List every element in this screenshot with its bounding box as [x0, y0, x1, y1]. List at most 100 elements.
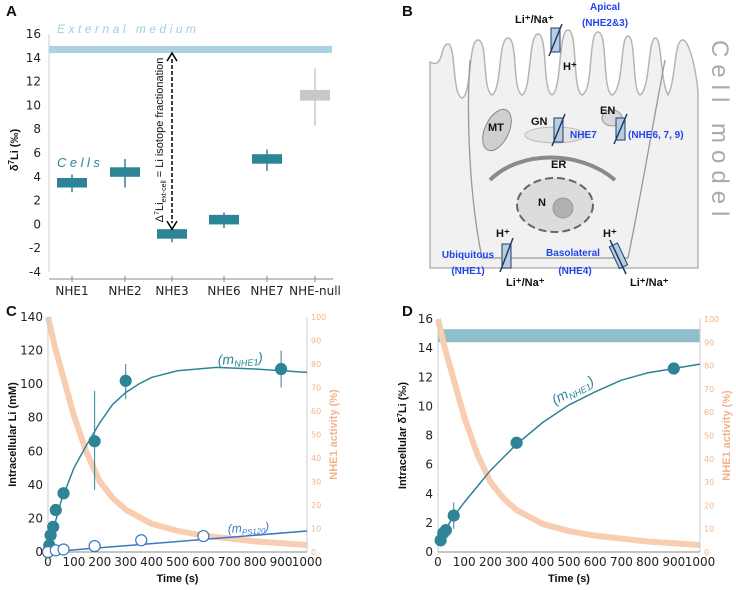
data-point-nhe1	[88, 435, 101, 448]
label-li-na-right: Li⁺/Na⁺	[630, 277, 669, 289]
data-point-nhe1	[275, 362, 288, 376]
y-tick-label: 16	[26, 27, 41, 41]
x-tick-label: 400	[140, 555, 163, 569]
y-tick-label: 12	[418, 370, 433, 384]
data-point-nhe1	[119, 374, 132, 387]
label-h-right: H⁺	[603, 228, 617, 240]
transporter-golgi-icon	[551, 113, 566, 147]
y-tick-label: 10	[418, 399, 433, 413]
y-axis-label: Intracellular δ7Li (‰)	[397, 382, 409, 489]
panel-label-d: D	[402, 303, 413, 320]
label-li-na-left: Li⁺/Na⁺	[506, 277, 545, 289]
x-tick-label: 200	[479, 555, 502, 569]
data-point-ps120	[88, 540, 101, 553]
panel-label-a: A	[6, 3, 17, 20]
y-right-tick-label: 90	[311, 337, 321, 346]
y-axis-label: Intracellular Li (mM)	[7, 382, 19, 487]
external-medium-label: External medium	[57, 22, 200, 36]
x-tick-label: 1000	[685, 555, 716, 569]
transporter-endosome-icon	[613, 113, 628, 145]
undefined: 7	[7, 159, 16, 164]
arrow-head-up-icon	[166, 51, 178, 62]
y-right-tick-label: 40	[311, 454, 321, 463]
x-tick-label: NHE7	[250, 284, 283, 298]
y-right-tick-label: 10	[704, 525, 714, 534]
label-ubiquitous-sub: (NHE1)	[451, 266, 484, 277]
transporter-apical-icon	[548, 23, 563, 57]
nhe1-activity-curve	[435, 318, 701, 549]
series-label-nhe1: (mNHE1)	[549, 372, 597, 409]
y-right-tick-label: 10	[311, 525, 321, 534]
y-tick-label: 4	[33, 170, 41, 184]
x-tick-label: NHE3	[155, 284, 188, 298]
fractionation-annotation: Δ7Liext-cell = Li isotope fractionation	[154, 58, 168, 223]
cell-background	[429, 29, 699, 269]
y-tick-label: 6	[425, 458, 433, 472]
undefined: )	[256, 349, 264, 365]
y-tick-label: 20	[28, 511, 43, 525]
x-tick-label: NHE1	[55, 284, 88, 298]
y-tick-label: 60	[28, 444, 43, 458]
x-tick-label: 300	[114, 555, 137, 569]
data-point-nhe1	[510, 436, 523, 449]
y-tick-label: 120	[20, 344, 43, 358]
label-nhe7: NHE7	[570, 130, 597, 141]
data-point-nhe1	[49, 503, 62, 517]
y-right-tick-label: 50	[704, 432, 714, 441]
y-tick-label: -4	[29, 265, 41, 279]
y-right-tick-label: 40	[704, 455, 714, 464]
box-nhe2	[110, 167, 140, 177]
y-axis-right-label: NHE1 activity (%)	[721, 390, 733, 481]
x-tick-label: 500	[558, 555, 581, 569]
y-tick-label: 2	[33, 194, 41, 208]
undefined: NHE1	[234, 357, 259, 369]
transporter-nhe1-icon	[499, 237, 514, 273]
label-n: N	[538, 197, 546, 209]
x-tick-label: 600	[192, 555, 215, 569]
undefined: = Li isotope fractionation	[154, 58, 166, 181]
y-tick-label: 80	[28, 411, 43, 425]
label-basolateral-sub: (NHE4)	[558, 266, 591, 277]
y-tick-label: 14	[418, 341, 433, 355]
x-tick-label: 100	[453, 555, 476, 569]
y-tick-label: 8	[33, 122, 41, 136]
label-nhe679: (NHE6, 7, 9)	[628, 130, 684, 141]
undefined: (m	[549, 386, 571, 408]
external-medium-band	[438, 329, 700, 343]
y-axis-label: δ7Li (‰)	[7, 129, 21, 172]
cells-label: Cells	[57, 155, 103, 170]
data-point-nhe1	[447, 509, 460, 522]
x-tick-label: 900	[270, 555, 293, 569]
y-tick-label: 14	[26, 51, 41, 65]
label-mt: MT	[488, 122, 504, 134]
undefined: (m	[217, 351, 235, 368]
y-tick-label: 0	[35, 545, 43, 559]
y-tick-label: 0	[33, 217, 41, 231]
cell-model-title: Cell model	[706, 40, 733, 223]
y-right-tick-label: 90	[704, 338, 714, 347]
y-axis-right-label: NHE1 activity (%)	[328, 389, 340, 480]
y-tick-label: 100	[20, 377, 43, 391]
nucleolus	[552, 197, 574, 219]
undefined: Δ	[154, 214, 166, 222]
y-tick-label: -2	[29, 241, 41, 255]
label-basolateral: Basolateral	[546, 248, 600, 259]
y-tick-label: 140	[20, 310, 43, 324]
y-right-tick-label: 70	[311, 384, 321, 393]
y-right-tick-label: 0	[704, 548, 709, 557]
undefined: Li (‰)	[9, 129, 21, 160]
label-en: EN	[600, 105, 615, 117]
undefined: (m	[227, 521, 242, 536]
undefined: δ	[9, 164, 21, 171]
data-point-nhe1	[667, 362, 680, 375]
box-nhe6	[209, 214, 239, 225]
panel-label-c: C	[6, 303, 17, 320]
label-li-na-top: Li⁺/Na⁺	[515, 14, 554, 26]
cell-membrane	[467, 59, 666, 259]
undefined: PS120	[242, 526, 267, 537]
y-tick-label: 6	[33, 146, 41, 160]
y-right-tick-label: 50	[311, 431, 321, 440]
undefined: 7	[397, 413, 404, 417]
panel-label-b: B	[402, 3, 413, 20]
mitochondrion	[482, 108, 512, 152]
